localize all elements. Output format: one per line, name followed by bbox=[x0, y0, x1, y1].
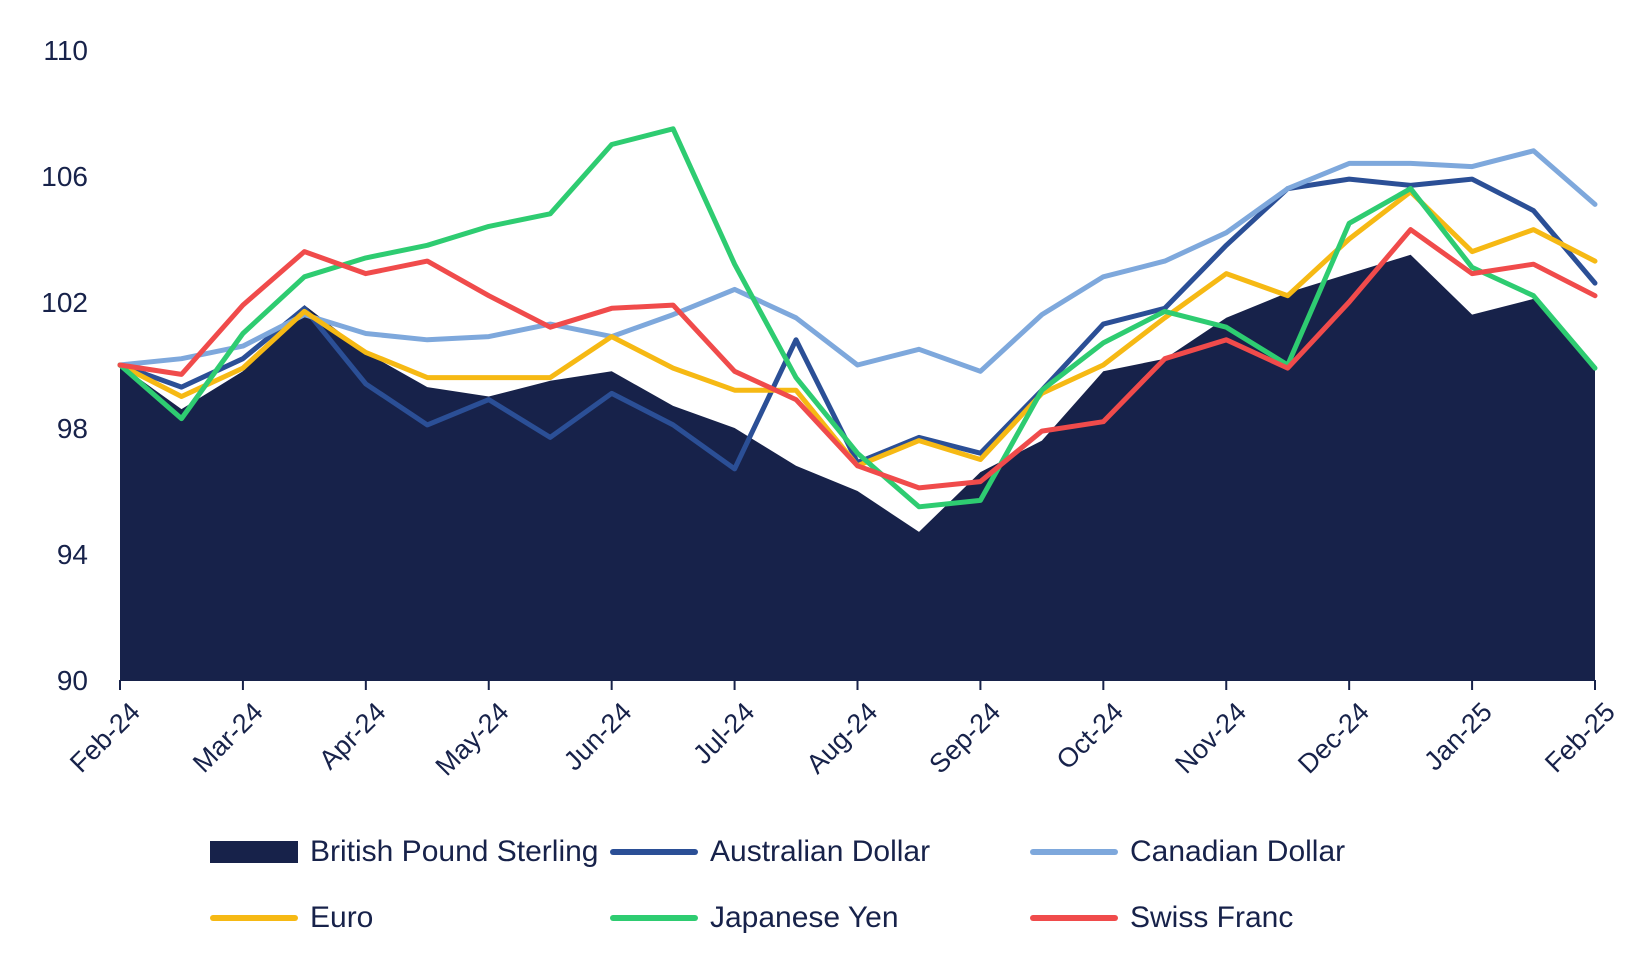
legend-label-chf: Swiss Franc bbox=[1130, 901, 1294, 934]
x-tick-label: Dec-24 bbox=[1292, 697, 1375, 780]
legend-label-eur: Euro bbox=[310, 901, 374, 934]
area-layer bbox=[120, 254, 1595, 681]
y-tick-label: 106 bbox=[41, 161, 88, 192]
y-tick-label: 90 bbox=[57, 665, 88, 696]
x-tick-label: Feb-24 bbox=[64, 697, 146, 779]
series-line-swiss-franc[interactable] bbox=[117, 227, 1598, 491]
legend: British Pound Sterling Australian Dollar… bbox=[210, 835, 1450, 955]
x-tick-label: Mar-24 bbox=[187, 697, 269, 779]
legend-label-cad: Canadian Dollar bbox=[1130, 835, 1346, 868]
y-tick-label: 102 bbox=[41, 287, 88, 318]
series-line-japanese-yen[interactable] bbox=[117, 126, 1598, 510]
lines-layer bbox=[117, 126, 1598, 510]
legend-swatch-eur bbox=[210, 915, 298, 921]
x-tick-label: Aug-24 bbox=[801, 697, 884, 780]
y-tick-label: 110 bbox=[43, 35, 88, 66]
legend-swatch-chf bbox=[1030, 915, 1118, 921]
x-tick-label: Jun-24 bbox=[558, 697, 638, 777]
legend-item-cad[interactable]: Canadian Dollar bbox=[1030, 835, 1345, 869]
legend-item-eur[interactable]: Euro bbox=[210, 901, 373, 935]
legend-swatch-gbp bbox=[210, 841, 298, 863]
legend-item-chf[interactable]: Swiss Franc bbox=[1030, 901, 1293, 935]
legend-label-jpy: Japanese Yen bbox=[710, 901, 899, 934]
legend-swatch-aud bbox=[610, 849, 698, 855]
y-tick-label: 98 bbox=[57, 413, 88, 444]
legend-item-jpy[interactable]: Japanese Yen bbox=[610, 901, 899, 935]
x-tick-label: Oct-24 bbox=[1051, 697, 1130, 776]
y-tick-label: 94 bbox=[57, 539, 88, 570]
legend-label-aud: Australian Dollar bbox=[710, 835, 931, 868]
legend-swatch-cad bbox=[1030, 849, 1118, 855]
legend-label-gbp: British Pound Sterling bbox=[310, 835, 599, 868]
legend-item-aud[interactable]: Australian Dollar bbox=[610, 835, 930, 869]
x-tick-label: Jul-24 bbox=[687, 697, 760, 770]
x-tick-label: Nov-24 bbox=[1169, 697, 1252, 780]
x-tick-label: May-24 bbox=[430, 697, 515, 782]
legend-swatch-jpy bbox=[610, 915, 698, 921]
series-line-canadian-dollar[interactable] bbox=[117, 148, 1598, 374]
x-tick-label: Feb-25 bbox=[1539, 697, 1621, 779]
x-tick-label: Jan-25 bbox=[1418, 697, 1498, 777]
legend-item-gbp[interactable]: British Pound Sterling bbox=[210, 835, 599, 869]
x-tick-label: Sep-24 bbox=[923, 697, 1006, 780]
series-area-british-pound-sterling[interactable] bbox=[120, 254, 1595, 681]
x-tick-label: Apr-24 bbox=[313, 697, 392, 776]
